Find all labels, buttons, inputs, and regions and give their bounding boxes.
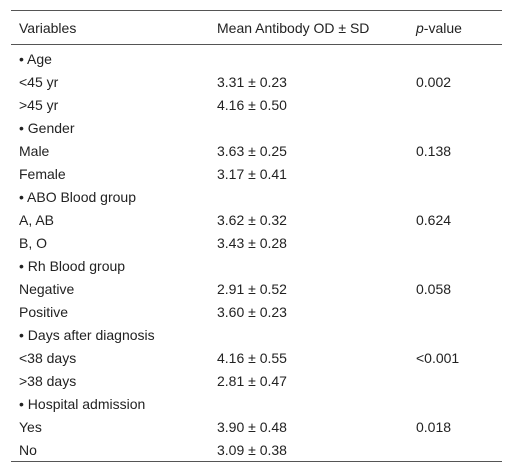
cell-variable: • Rh Blood group [19, 257, 126, 274]
table-row: A, AB 3.62 ± 0.32 0.624 [11, 208, 502, 231]
cell-variable: • Gender [19, 119, 75, 136]
cell-mean-antibody: 3.43 ± 0.28 [217, 234, 287, 251]
table-row: >45 yr 4.16 ± 0.50 [11, 93, 502, 116]
cell-mean-antibody [209, 392, 408, 415]
cell-mean-antibody: 3.63 ± 0.25 [217, 142, 287, 159]
cell-mean-antibody: 2.81 ± 0.47 [217, 372, 287, 389]
antibody-results-table: Variables Mean Antibody OD ± SD p-value … [11, 10, 502, 462]
cell-mean-antibody [209, 116, 408, 139]
cell-mean-antibody: 3.90 ± 0.48 [217, 418, 287, 435]
header-p-rest: -value [423, 19, 462, 36]
cell-variable: B, O [19, 234, 48, 251]
header-variables: Variables [19, 19, 77, 36]
cell-mean-antibody [209, 45, 408, 71]
cell-p-value: 0.018 [416, 418, 452, 435]
cell-p-value [408, 162, 502, 185]
cell-p-value: 0.058 [416, 280, 452, 297]
cell-variable: Negative [19, 280, 75, 297]
cell-p-value [408, 254, 502, 277]
header-p-value: p-value [408, 11, 502, 45]
cell-mean-antibody: 4.16 ± 0.55 [217, 349, 287, 366]
table-row: • ABO Blood group [11, 185, 502, 208]
cell-p-value [408, 116, 502, 139]
cell-mean-antibody: 3.17 ± 0.41 [217, 165, 287, 182]
table-row: • Hospital admission [11, 392, 502, 415]
cell-variable: Male [19, 142, 50, 159]
cell-variable: • Age [19, 50, 52, 67]
table-row: Male 3.63 ± 0.25 0.138 [11, 139, 502, 162]
cell-mean-antibody: 3.31 ± 0.23 [217, 73, 287, 90]
table-row: • Days after diagnosis [11, 323, 502, 346]
cell-p-value [408, 45, 502, 71]
cell-p-value [408, 392, 502, 415]
cell-variable: A, AB [19, 211, 55, 228]
cell-mean-antibody: 3.09 ± 0.38 [217, 441, 287, 458]
cell-variable: Female [19, 165, 66, 182]
cell-mean-antibody [209, 254, 408, 277]
table-row: Female 3.17 ± 0.41 [11, 162, 502, 185]
cell-mean-antibody [209, 185, 408, 208]
cell-mean-antibody: 3.60 ± 0.23 [217, 303, 287, 320]
cell-mean-antibody: 3.62 ± 0.32 [217, 211, 287, 228]
table-row: Positive 3.60 ± 0.23 [11, 300, 502, 323]
table-row: Negative 2.91 ± 0.52 0.058 [11, 277, 502, 300]
cell-p-value [408, 185, 502, 208]
table-row: • Age [11, 45, 502, 71]
cell-mean-antibody: 4.16 ± 0.50 [217, 96, 287, 113]
cell-variable: Yes [19, 418, 42, 435]
cell-p-value: <0.001 [416, 349, 460, 366]
cell-variable: Positive [19, 303, 69, 320]
header-mean-antibody: Mean Antibody OD ± SD [217, 19, 370, 36]
cell-p-value: 0.002 [416, 73, 452, 90]
cell-p-value [408, 231, 502, 254]
table-row: B, O 3.43 ± 0.28 [11, 231, 502, 254]
results-table-container: Variables Mean Antibody OD ± SD p-value … [11, 10, 502, 462]
table-row: No 3.09 ± 0.38 [11, 438, 502, 462]
table-row: <45 yr 3.31 ± 0.23 0.002 [11, 70, 502, 93]
cell-p-value [408, 93, 502, 116]
table-row: <38 days 4.16 ± 0.55 <0.001 [11, 346, 502, 369]
cell-variable: No [19, 441, 37, 458]
table-body: • Age <45 yr 3.31 ± 0.23 0.002 >45 yr 4.16 ± … [11, 45, 502, 462]
header-row: Variables Mean Antibody OD ± SD p-value [11, 10, 502, 45]
table-row: • Gender [11, 116, 502, 139]
table-row: Yes 3.90 ± 0.48 0.018 [11, 415, 502, 438]
cell-variable: • ABO Blood group [19, 188, 136, 205]
cell-variable: • Hospital admission [19, 395, 146, 412]
cell-mean-antibody [209, 323, 408, 346]
cell-p-value: 0.138 [416, 142, 452, 159]
cell-variable: • Days after diagnosis [19, 326, 155, 343]
cell-variable: <38 days [19, 349, 77, 366]
table-row: • Rh Blood group [11, 254, 502, 277]
cell-p-value [408, 323, 502, 346]
cell-variable: <45 yr [19, 73, 59, 90]
header-p-italic: p [416, 19, 424, 36]
table-header: Variables Mean Antibody OD ± SD p-value [11, 10, 502, 45]
cell-p-value [408, 369, 502, 392]
cell-variable: >45 yr [19, 96, 59, 113]
table-row: >38 days 2.81 ± 0.47 [11, 369, 502, 392]
cell-p-value [408, 300, 502, 323]
cell-p-value [408, 438, 502, 462]
cell-mean-antibody: 2.91 ± 0.52 [217, 280, 287, 297]
cell-variable: >38 days [19, 372, 77, 389]
cell-p-value: 0.624 [416, 211, 452, 228]
